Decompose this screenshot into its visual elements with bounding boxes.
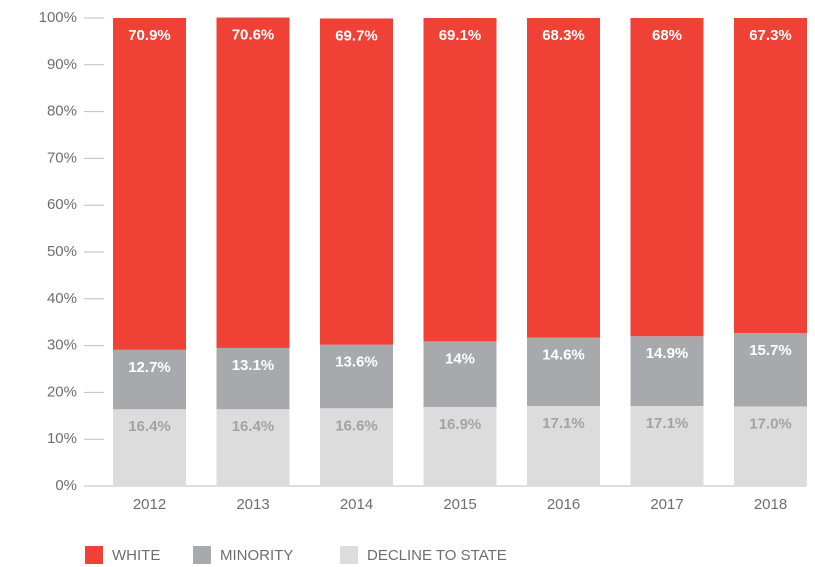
y-tick-label: 20% — [47, 383, 77, 400]
bar-segment — [527, 18, 600, 338]
value-label: 14% — [445, 350, 475, 367]
value-label: 17.0% — [749, 415, 792, 432]
bar-segment — [630, 18, 704, 337]
value-label: 16.4% — [232, 418, 275, 435]
value-label: 67.3% — [749, 27, 792, 44]
value-label: 13.1% — [232, 357, 275, 374]
value-label: 14.9% — [646, 345, 689, 362]
value-label: 68.3% — [542, 27, 585, 44]
value-label: 15.7% — [749, 342, 792, 359]
legend-swatch — [340, 546, 358, 564]
bar-segment — [734, 406, 807, 486]
y-tick-label: 60% — [47, 196, 77, 213]
x-tick-label: 2012 — [133, 496, 166, 513]
y-tick-label: 70% — [47, 149, 77, 166]
bar-segment — [216, 347, 290, 410]
bar-segment — [630, 336, 704, 406]
bar-segment — [630, 405, 704, 486]
value-label: 68% — [652, 27, 682, 44]
value-label: 12.7% — [128, 359, 171, 376]
legend-label: MINORITY — [220, 547, 293, 564]
y-tick-label: 100% — [39, 9, 77, 26]
value-label: 16.6% — [335, 417, 378, 434]
value-label: 17.1% — [542, 415, 585, 432]
bar-segment — [113, 409, 186, 486]
y-tick-label: 30% — [47, 337, 77, 354]
bar-segment — [734, 18, 807, 333]
x-tick-label: 2013 — [236, 496, 269, 513]
y-tick-label: 0% — [55, 477, 77, 494]
y-tick-label: 10% — [47, 430, 77, 447]
bar-segment — [527, 405, 600, 486]
bar-segment — [527, 337, 600, 406]
bar-segment — [423, 341, 497, 407]
bar-segment — [216, 409, 290, 486]
legend-label: DECLINE TO STATE — [367, 547, 507, 564]
y-tick-label: 50% — [47, 243, 77, 260]
x-tick-label: 2017 — [650, 496, 683, 513]
value-label: 16.4% — [128, 418, 171, 435]
y-tick-label: 40% — [47, 290, 77, 307]
bar-segment — [216, 17, 290, 348]
x-tick-label: 2016 — [547, 496, 580, 513]
bar-segment — [113, 18, 186, 350]
y-tick-label: 80% — [47, 103, 77, 120]
bar-segment — [320, 344, 393, 409]
legend-label: WHITE — [112, 547, 160, 564]
value-label: 17.1% — [646, 415, 689, 432]
bar-segment — [423, 18, 497, 342]
value-label: 13.6% — [335, 354, 378, 371]
bar-segment — [320, 18, 393, 345]
x-tick-label: 2015 — [443, 496, 476, 513]
bar-segment — [423, 406, 497, 486]
y-tick-label: 90% — [47, 56, 77, 73]
x-tick-label: 2018 — [754, 496, 787, 513]
value-label: 14.6% — [542, 347, 585, 364]
value-label: 16.9% — [439, 416, 482, 433]
bar-segment — [320, 408, 393, 486]
value-label: 69.1% — [439, 27, 482, 44]
legend-swatch — [85, 546, 103, 564]
bar-segment — [734, 332, 807, 407]
bar-segment — [113, 349, 186, 410]
value-label: 70.6% — [232, 27, 275, 44]
value-label: 70.9% — [128, 27, 171, 44]
legend-swatch — [193, 546, 211, 564]
x-tick-label: 2014 — [340, 496, 373, 513]
value-label: 69.7% — [335, 27, 378, 44]
